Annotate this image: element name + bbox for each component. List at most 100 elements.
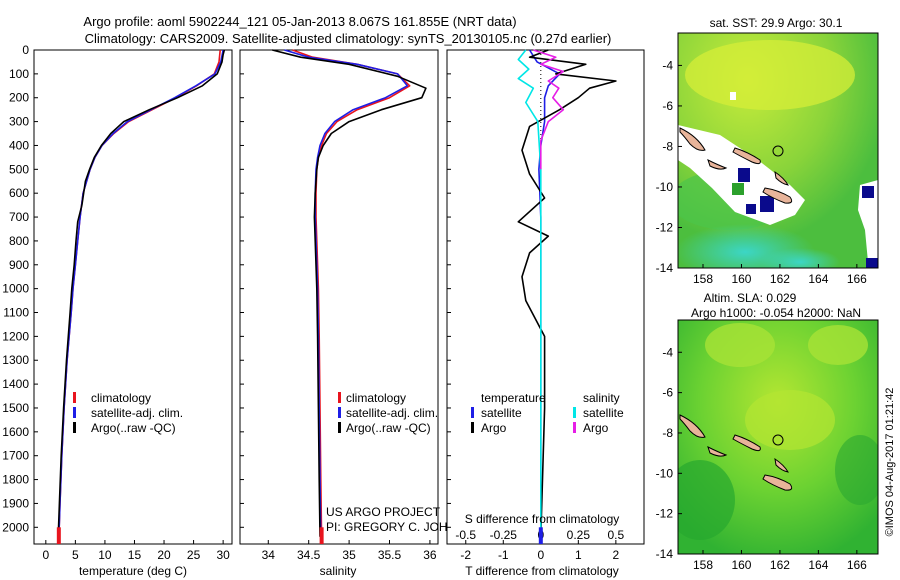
legend-label-argo: Argo(..raw -QC): [346, 421, 431, 435]
sst-high-value-cell: [866, 258, 878, 268]
depth-tick-label: 0: [22, 43, 29, 57]
lon-tick-label: 160: [731, 558, 751, 572]
sst-cyan-patch: [760, 248, 840, 268]
difference-legend: temperature salinity satellite Argo sate…: [471, 391, 624, 435]
legend-label-climatology: climatology: [346, 391, 406, 405]
island-guadalcanal: [762, 187, 793, 204]
series-line-temperature-argo: [517, 49, 617, 537]
salinity-legend: climatology satellite-adj. clim. Argo(..…: [338, 391, 438, 435]
series-line-argo-raw-qc: [272, 49, 427, 537]
depth-tick-label: 700: [9, 210, 29, 224]
project-annotation-line2: PI: GREGORY C. JOHNSON: [326, 520, 482, 534]
difference-series: [517, 49, 617, 544]
s-tick-label: 0.25: [567, 528, 591, 542]
series-line-salinity-satellite: [517, 49, 542, 537]
x-tick-label: 36: [423, 548, 437, 562]
depth-tick-label: 1900: [2, 496, 29, 510]
salinity-plot-frame: [239, 49, 439, 545]
sla-map-frame: [677, 319, 879, 555]
bottom-marker: [56, 527, 61, 544]
x-tick-label: 15: [128, 548, 142, 562]
x-tick-label: 35.5: [378, 548, 402, 562]
lon-tick-label: 164: [808, 272, 828, 286]
island-bougainville: [679, 127, 706, 151]
island-malaita: [774, 170, 789, 186]
bottom-marker: [319, 527, 324, 544]
x-tick-label: 10: [98, 548, 112, 562]
lat-tick-label: -4: [662, 58, 673, 72]
sla-map-title: Altim. SLA: 0.029: [704, 291, 797, 305]
lat-tick-label: -12: [656, 507, 674, 521]
argo-position-marker: [772, 145, 784, 157]
lat-tick-label: -6: [662, 99, 673, 113]
sla-high-patch: [705, 323, 775, 367]
lon-tick-label: 164: [808, 558, 828, 572]
legend-header-temperature: temperature: [481, 391, 546, 405]
lat-tick-label: -10: [656, 180, 674, 194]
lat-tick-label: -14: [656, 261, 674, 275]
legend-label-salinity-satellite: satellite: [583, 406, 624, 420]
lat-tick-label: -4: [662, 345, 673, 359]
salinity-x-label: salinity: [320, 564, 357, 578]
imos-watermark: ©IMOS 04-Aug-2017 01:21:42: [884, 388, 896, 537]
temperature-plot-frame: [33, 49, 233, 545]
sst-map-panel: sat. SST: 29.9 Argo: 30.1 158 160 162 164 16: [656, 16, 879, 286]
figure-title-line2: Climatology: CARS2009. Satellite-adjuste…: [85, 31, 612, 46]
island-new-georgia: [707, 446, 728, 457]
x-tick-label: -2: [460, 548, 471, 562]
difference-plot-frame: [446, 49, 645, 545]
lon-tick-label: 162: [770, 558, 790, 572]
temperature-profile-panel: 0100200300400500600700800900100011001200…: [2, 43, 233, 578]
sla-low-patch: [835, 435, 878, 505]
x-tick-label: 20: [157, 548, 171, 562]
x-tick-label: 34.5: [297, 548, 321, 562]
lon-tick-label: 160: [731, 272, 751, 286]
sst-map-title: sat. SST: 29.9 Argo: 30.1: [710, 16, 843, 30]
island-bougainville: [679, 414, 706, 438]
series-line-argo-raw-qc: [57, 49, 226, 537]
cloud-mask: [730, 92, 736, 100]
lon-tick-label: 158: [693, 558, 713, 572]
legend-swatch-salinity-satellite: [573, 407, 576, 418]
s-tick-label: -0.25: [490, 528, 518, 542]
s-tick-label: 0.5: [608, 528, 625, 542]
salinity-series: [272, 49, 427, 544]
depth-axis: 0 100 200 300 400 500 600 700 800 900 1000 1100 1200…: [2, 43, 38, 534]
x-tick-label: 35: [342, 548, 356, 562]
x-tick-label: 30: [216, 548, 230, 562]
sla-map-subtitle: Argo h1000: -0.054 h2000: NaN: [691, 306, 861, 320]
island-new-georgia: [707, 159, 728, 170]
depth-tick-label: 1100: [3, 306, 29, 320]
temperature-legend: climatology satellite-adj. clim. Argo(..…: [73, 391, 183, 435]
temperature-x-label: temperature (deg C): [79, 564, 187, 578]
lat-tick-label: -14: [656, 547, 674, 561]
cloud-mask: [858, 180, 878, 262]
depth-tick-label: 600: [9, 186, 29, 200]
sst-high-value-cell: [760, 196, 774, 212]
legend-swatch-satellite-adj: [73, 407, 76, 418]
temperature-x-axis: 0 5 10 15 20 25 30: [42, 540, 230, 562]
x-tick-label: 0: [42, 548, 49, 562]
x-tick-label: 25: [187, 548, 201, 562]
sla-field: [678, 320, 878, 554]
depth-tick-label: 200: [9, 91, 29, 105]
sst-high-value-cell: [746, 204, 756, 214]
legend-header-salinity: salinity: [583, 391, 620, 405]
legend-swatch-climatology: [338, 392, 341, 403]
sla-low-patch: [678, 460, 735, 540]
legend-label-temperature-satellite: satellite: [481, 406, 522, 420]
lat-tick-label: -6: [662, 386, 673, 400]
x-tick-label: 0: [537, 548, 544, 562]
series-line-salinity-argo: [533, 49, 565, 170]
island-santa-isabel: [732, 434, 761, 452]
argo-position-marker: [772, 434, 784, 446]
figure-title-line1: Argo profile: aoml 5902244_121 05-Jan-20…: [83, 14, 516, 29]
depth-tick-label: 1400: [2, 377, 29, 391]
depth-tick-label: 1200: [2, 329, 29, 343]
bottom-marker: [538, 527, 543, 544]
island-guadalcanal: [762, 474, 793, 491]
depth-tick-label: 800: [9, 234, 29, 248]
depth-tick-label: 1300: [2, 353, 29, 367]
project-annotation-line1: US ARGO PROJECT: [326, 505, 441, 519]
